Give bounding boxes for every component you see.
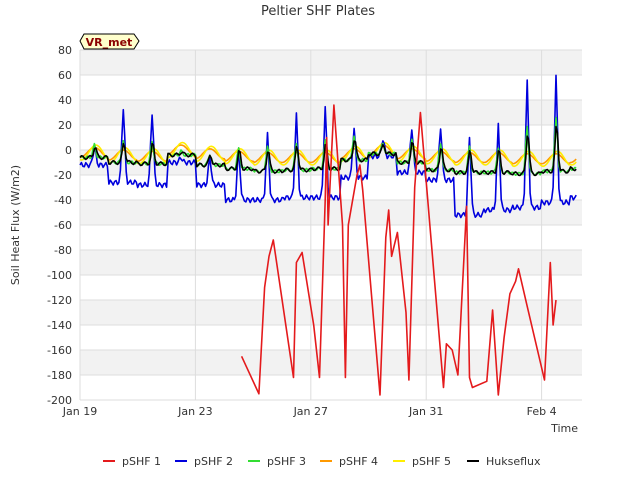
- y-tick-label: -40: [54, 194, 72, 207]
- legend-label: pSHF 5: [412, 455, 451, 468]
- y-axis-title: Soil Heat Flux (W/m2): [9, 165, 22, 285]
- y-tick-label: 80: [58, 44, 72, 57]
- plot-band: [80, 100, 582, 125]
- annotation-box: VR_met: [79, 33, 140, 50]
- y-tick-label: -80: [54, 244, 72, 257]
- legend-label: Hukseflux: [486, 455, 541, 468]
- legend-item: pSHF 3: [248, 455, 306, 468]
- x-tick-label: Jan 23: [177, 405, 212, 418]
- y-tick-label: 60: [58, 69, 72, 82]
- legend-label: pSHF 2: [194, 455, 233, 468]
- legend-item: pSHF 5: [393, 455, 451, 468]
- x-tick-label: Jan 19: [62, 405, 97, 418]
- y-tick-label: 40: [58, 94, 72, 107]
- y-tick-label: 0: [65, 144, 72, 157]
- legend-label: pSHF 3: [267, 455, 306, 468]
- plot-band: [80, 325, 582, 350]
- plot-band: [80, 200, 582, 225]
- x-axis: Jan 19 Jan 23 Jan 27 Jan 31 Feb 4: [62, 405, 557, 418]
- legend-label: pSHF 4: [339, 455, 378, 468]
- plot-band: [80, 350, 582, 375]
- plot-bands: [80, 50, 582, 400]
- x-tick-label: Jan 31: [408, 405, 443, 418]
- series-line-hukseflux: [79, 125, 577, 177]
- chart-title: Peltier SHF Plates: [261, 4, 375, 19]
- annotation-label: VR_met: [86, 36, 133, 49]
- series-layer: [79, 74, 577, 396]
- y-tick-label: -100: [47, 269, 72, 282]
- x-tick-label: Jan 27: [293, 405, 328, 418]
- plot-band: [80, 225, 582, 250]
- legend: pSHF 1 pSHF 2 pSHF 3 pSHF 4 pSHF 5 Hukseflux: [103, 455, 541, 468]
- plot-band: [80, 300, 582, 325]
- y-tick-label: -160: [47, 344, 72, 357]
- y-tick-label: -120: [47, 294, 72, 307]
- plot-band: [80, 375, 582, 400]
- y-tick-label: -200: [47, 394, 72, 407]
- plot-band: [80, 75, 582, 100]
- series-line-pshf-1: [240, 104, 557, 396]
- series-line-pshf-5: [79, 141, 577, 168]
- legend-label: pSHF 1: [122, 455, 161, 468]
- y-axis: 80 60 40 20 0 -20 -40 -60 -80 -100 -120 -140 -160 -18…: [47, 44, 72, 407]
- plot-band: [80, 250, 582, 275]
- y-tick-label: -140: [47, 319, 72, 332]
- plot-band: [80, 50, 582, 75]
- plot-band: [80, 125, 582, 150]
- legend-item: pSHF 4: [320, 455, 378, 468]
- y-tick-label: -20: [54, 169, 72, 182]
- legend-item: pSHF 2: [175, 455, 233, 468]
- y-tick-label: -180: [47, 369, 72, 382]
- legend-item: pSHF 1: [103, 455, 161, 468]
- plot-band: [80, 275, 582, 300]
- annotation-shape: [79, 33, 140, 50]
- y-tick-label: -60: [54, 219, 72, 232]
- legend-item: Hukseflux: [467, 455, 541, 468]
- x-axis-title: Time: [550, 422, 578, 435]
- x-tick-label: Feb 4: [527, 405, 557, 418]
- y-tick-label: 20: [58, 119, 72, 132]
